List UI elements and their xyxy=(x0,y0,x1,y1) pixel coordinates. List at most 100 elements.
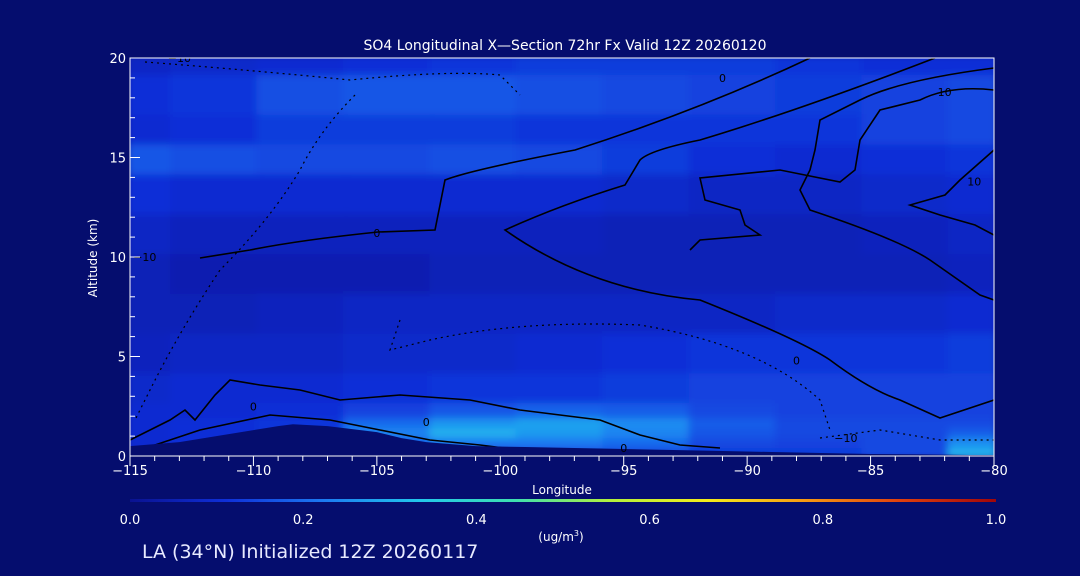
contour-line xyxy=(134,94,356,421)
field-cell xyxy=(256,333,349,380)
field-cell xyxy=(515,333,609,380)
contour-label: 10 xyxy=(938,86,952,99)
x-axis-label: Longitude xyxy=(532,483,592,497)
field-cell xyxy=(343,174,436,221)
field-cell xyxy=(343,293,436,340)
field-cell xyxy=(343,333,436,380)
field-cell xyxy=(170,254,263,300)
colorbar-tick-label: 1.0 xyxy=(986,513,1007,528)
field-cell xyxy=(775,74,868,121)
field-cell xyxy=(256,293,349,340)
field-cell xyxy=(688,333,781,380)
field-cell xyxy=(429,333,522,380)
field-cell xyxy=(256,74,349,121)
field-cell xyxy=(343,214,436,260)
field-cell xyxy=(775,214,868,260)
field-cell xyxy=(688,74,781,121)
field-cell xyxy=(515,214,609,260)
contour-label: −10 xyxy=(133,251,156,264)
field-cell xyxy=(861,254,954,300)
field-cell xyxy=(775,333,868,380)
contour-line xyxy=(819,429,994,441)
field-cell xyxy=(130,214,177,260)
y-axis-label: Altitude (km) xyxy=(86,219,100,298)
y-tick-label: 20 xyxy=(109,52,126,67)
field-cell xyxy=(861,174,954,221)
field-cell xyxy=(861,333,954,380)
chart-title: SO4 Longitudinal X—Section 72hr Fx Valid… xyxy=(364,38,767,54)
field-cell xyxy=(130,74,177,121)
y-axis: 0 5 10 15 20 xyxy=(109,52,140,465)
colorbar-tick-label: 0.8 xyxy=(812,513,833,528)
contour-line xyxy=(389,319,831,431)
x-tick-label: −105 xyxy=(359,464,395,479)
field-cell xyxy=(130,174,177,221)
contour-label: 0 xyxy=(373,227,380,240)
field-cell xyxy=(429,74,522,121)
field-cell xyxy=(947,293,994,340)
terrain-mask xyxy=(130,424,994,456)
field-cell xyxy=(602,214,695,260)
contour-label: 0 xyxy=(620,442,627,455)
field-cell xyxy=(688,174,781,221)
plot-area: 0 10 10 0 0 0 0 0 −10 −10 −10 xyxy=(129,52,995,457)
contour-line xyxy=(199,58,811,259)
concentration-field xyxy=(130,58,994,456)
colorbar-tick-label: 0.2 xyxy=(293,513,314,528)
initialization-note: LA (34°N) Initialized 12Z 20260117 xyxy=(142,541,479,563)
field-cell xyxy=(256,174,349,221)
contour-line xyxy=(144,61,521,96)
contour-label: 0 xyxy=(423,416,430,429)
field-cell xyxy=(602,333,695,380)
field-cell xyxy=(429,293,522,340)
colorbar: 0.0 0.2 0.4 0.6 0.8 1.0 (ug/m3) xyxy=(120,499,1007,544)
field-cell xyxy=(130,293,177,340)
x-tick-label: −95 xyxy=(610,464,637,479)
field-cell xyxy=(775,174,868,221)
contour-labels: 0 10 10 0 0 0 0 0 −10 −10 −10 xyxy=(133,52,981,455)
field-cell xyxy=(602,174,695,221)
x-axis: −115 −110 −105 −100 −95 −90 −85 −80 xyxy=(112,456,1008,479)
colorbar-tick-label: 0.0 xyxy=(120,513,141,528)
x-tick-label: −115 xyxy=(112,464,148,479)
field-cell xyxy=(130,254,177,300)
field-cell xyxy=(688,254,781,300)
contour-line xyxy=(907,149,994,236)
field-cell xyxy=(515,293,609,340)
x-tick-label: −90 xyxy=(733,464,760,479)
contour-line xyxy=(799,67,994,301)
contour-label: 0 xyxy=(250,400,257,413)
field-cell xyxy=(170,214,263,260)
colorbar-tick-label: 0.4 xyxy=(466,513,487,528)
field-cell xyxy=(947,74,994,121)
colorbar-ticks: 0.0 0.2 0.4 0.6 0.8 1.0 xyxy=(120,513,1007,528)
contour-label: −10 xyxy=(834,432,857,445)
field-cell xyxy=(170,174,263,221)
field-cell xyxy=(861,214,954,260)
field-cell xyxy=(947,214,994,260)
colorbar-tick-label: 0.6 xyxy=(639,513,660,528)
contour-line xyxy=(139,414,521,451)
field-cell xyxy=(775,254,868,300)
y-tick-label: 0 xyxy=(118,450,126,465)
contour-label: 0 xyxy=(793,354,800,367)
field-cell xyxy=(861,293,954,340)
x-tick-label: −80 xyxy=(980,464,1007,479)
field-cell xyxy=(775,293,868,340)
field-cell xyxy=(947,174,994,221)
field-cell xyxy=(170,293,263,340)
field-cell xyxy=(515,74,609,121)
contour-line xyxy=(130,379,721,449)
field-cell xyxy=(947,333,994,380)
field-cell xyxy=(947,448,994,456)
field-cell xyxy=(256,254,349,300)
field-cell xyxy=(170,333,263,380)
field-cell xyxy=(343,74,436,121)
contour-line xyxy=(503,58,994,419)
colorbar-unit-label: (ug/m3) xyxy=(538,529,583,544)
field-cell xyxy=(515,174,609,221)
contour-label: −10 xyxy=(168,52,191,65)
x-tick-label: −85 xyxy=(857,464,884,479)
x-tick-label: −110 xyxy=(236,464,272,479)
field-cell xyxy=(170,74,263,121)
